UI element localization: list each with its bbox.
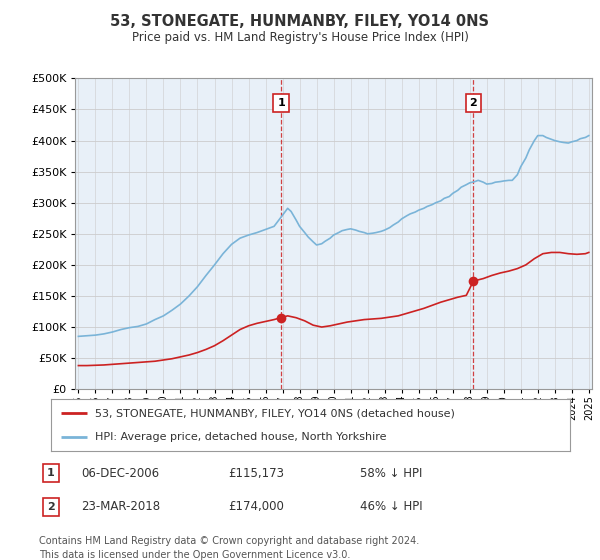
Text: 53, STONEGATE, HUNMANBY, FILEY, YO14 0NS (detached house): 53, STONEGATE, HUNMANBY, FILEY, YO14 0NS…	[95, 408, 455, 418]
Text: £174,000: £174,000	[228, 500, 284, 514]
Text: 53, STONEGATE, HUNMANBY, FILEY, YO14 0NS: 53, STONEGATE, HUNMANBY, FILEY, YO14 0NS	[110, 14, 490, 29]
Text: 2: 2	[47, 502, 55, 512]
Text: 1: 1	[47, 468, 55, 478]
Text: 58% ↓ HPI: 58% ↓ HPI	[360, 466, 422, 480]
Text: 06-DEC-2006: 06-DEC-2006	[81, 466, 159, 480]
Text: 2: 2	[470, 98, 478, 108]
Text: 23-MAR-2018: 23-MAR-2018	[81, 500, 160, 514]
Text: Price paid vs. HM Land Registry's House Price Index (HPI): Price paid vs. HM Land Registry's House …	[131, 31, 469, 44]
Text: 46% ↓ HPI: 46% ↓ HPI	[360, 500, 422, 514]
Text: £115,173: £115,173	[228, 466, 284, 480]
Text: Contains HM Land Registry data © Crown copyright and database right 2024.
This d: Contains HM Land Registry data © Crown c…	[39, 536, 419, 559]
Text: 1: 1	[277, 98, 285, 108]
Text: HPI: Average price, detached house, North Yorkshire: HPI: Average price, detached house, Nort…	[95, 432, 386, 442]
